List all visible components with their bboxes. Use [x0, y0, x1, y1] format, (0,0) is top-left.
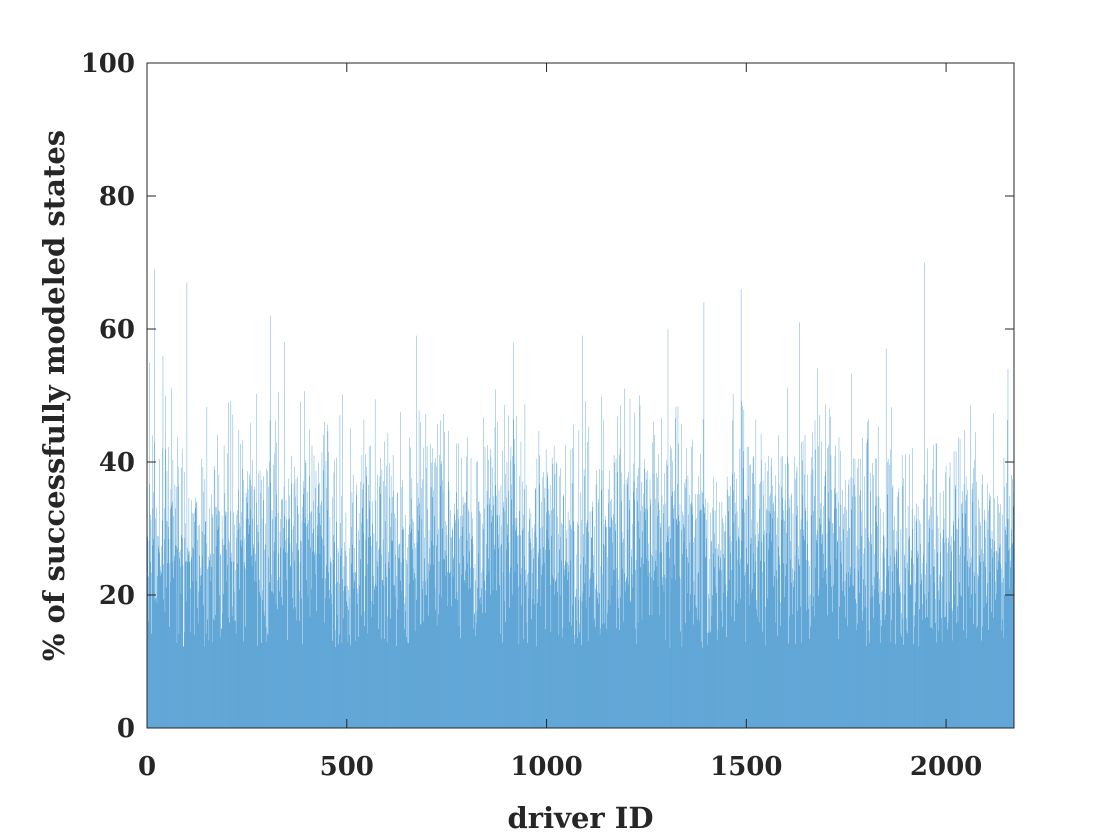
- x-tick-label: 1500: [710, 752, 782, 782]
- x-tick-label: 1000: [510, 752, 582, 782]
- y-tick-label: 20: [99, 581, 135, 611]
- axes-box: [146, 62, 1015, 729]
- y-tick-label: 60: [99, 315, 135, 345]
- y-axis-label: % of successfully modeled states: [37, 130, 71, 661]
- y-tick-label: 80: [99, 182, 135, 212]
- y-tick-label: 40: [99, 448, 135, 478]
- y-tick-label: 0: [117, 714, 135, 744]
- tick-labels-group: 0 500 1000 1500 2000 0 20 40 60 80 100: [81, 49, 983, 782]
- x-tick-label: 2000: [910, 752, 982, 782]
- x-axis-label: driver ID: [508, 801, 654, 835]
- y-tick-label: 100: [81, 49, 135, 79]
- bars-group: [147, 262, 1015, 728]
- x-tick-label: 0: [138, 752, 156, 782]
- x-tick-label: 500: [320, 752, 374, 782]
